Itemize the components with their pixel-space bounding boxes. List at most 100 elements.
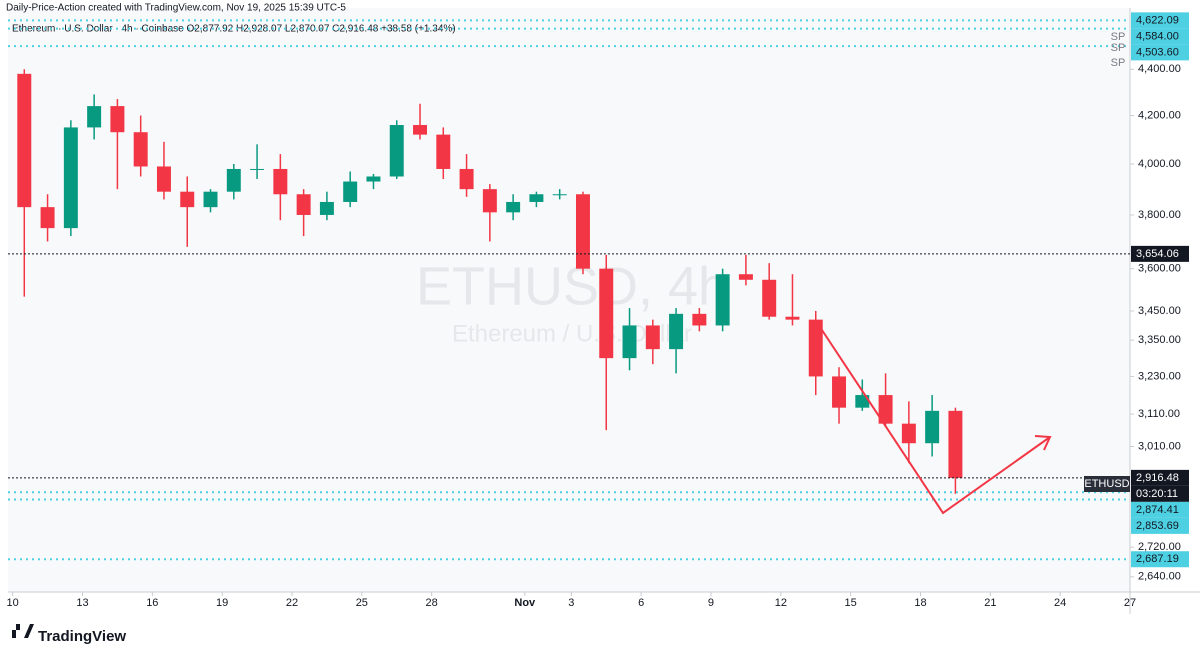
symbol-label: ETHUSD <box>1084 478 1129 490</box>
candle-body <box>17 73 32 208</box>
brand-logo <box>10 624 34 638</box>
level-label-box <box>1131 44 1189 61</box>
watermark: ETHUSD, 4h <box>416 256 728 316</box>
candle-body <box>692 313 707 326</box>
candle-body <box>925 410 940 444</box>
level-label-box <box>1131 517 1189 534</box>
x-tick-label: 9 <box>708 597 714 609</box>
candle-body <box>878 395 893 424</box>
candle-body <box>413 125 428 135</box>
y-tick-label: 3,600.00 <box>1138 263 1181 275</box>
level-label: 2,853.69 <box>1136 520 1179 532</box>
x-tick-label: 22 <box>286 597 298 609</box>
level-label: 2,916.48 <box>1136 472 1179 484</box>
candle-body <box>552 194 567 196</box>
level-label-box <box>1131 501 1189 518</box>
x-tick-label: 10 <box>7 597 19 609</box>
y-tick-label: 4,400.00 <box>1138 63 1181 75</box>
x-tick-label: 28 <box>426 597 438 609</box>
x-tick-label: 19 <box>216 597 228 609</box>
y-tick-label: 4,200.00 <box>1138 109 1181 121</box>
level-label-box <box>1131 469 1189 486</box>
candle-body <box>575 194 590 269</box>
candle-body <box>622 325 637 359</box>
x-tick-label: 16 <box>146 597 158 609</box>
x-tick-label: 6 <box>638 597 644 609</box>
level-label-box <box>1131 245 1189 262</box>
candle-body <box>133 132 148 167</box>
x-tick-label: 27 <box>1124 597 1136 609</box>
brand: TradingView <box>38 628 126 645</box>
level-label-box <box>1131 551 1189 568</box>
candle-body <box>855 395 870 408</box>
arrow-head <box>1034 435 1052 451</box>
symbol-tag <box>1084 476 1130 492</box>
y-tick-label: 3,350.00 <box>1138 334 1181 346</box>
plot-area <box>8 8 1130 592</box>
candle-body <box>715 274 730 326</box>
candle-body <box>63 127 78 229</box>
x-tick-label: 13 <box>76 597 88 609</box>
candle-body <box>296 194 311 215</box>
candle-body <box>110 106 125 133</box>
sp-marker: SP <box>1111 31 1126 43</box>
level-label: 4,584.00 <box>1136 30 1179 42</box>
y-tick-label: 3,450.00 <box>1138 305 1181 317</box>
y-tick-label: 3,800.00 <box>1138 209 1181 221</box>
legend-text: Ethereum · U.S. Dollar · 4h · Coinbase O… <box>12 24 456 35</box>
level-label: 3,654.06 <box>1136 248 1179 260</box>
x-tick-label: 12 <box>775 597 787 609</box>
y-tick-label: 3,110.00 <box>1138 408 1180 420</box>
x-tick-label: Nov <box>514 597 536 609</box>
candle-body <box>389 125 404 177</box>
y-tick-label: 3,230.00 <box>1138 370 1181 382</box>
x-tick-label: 15 <box>845 597 857 609</box>
y-tick-label: 2,720.00 <box>1138 541 1181 553</box>
candle-body <box>738 274 753 280</box>
candle-body <box>599 268 614 359</box>
header: Daily-Price-Action created with TradingV… <box>6 3 346 14</box>
candle-body <box>785 316 800 320</box>
candle-body <box>762 279 777 317</box>
candle-body <box>40 207 55 229</box>
candle-body <box>319 201 334 215</box>
y-tick-label: 3,010.00 <box>1138 440 1181 452</box>
layer: 4,400.00 4,200.00 4,000.00 3,800.00 3,600.00… <box>7 12 1189 609</box>
candle-body <box>156 166 171 192</box>
level-label: 4,622.09 <box>1136 14 1179 26</box>
candle-body <box>226 168 241 192</box>
x-tick-label: 21 <box>984 597 996 609</box>
candle-body <box>948 410 963 478</box>
candle-body <box>832 376 847 408</box>
candle-body <box>273 168 288 195</box>
candle-body <box>645 325 660 350</box>
candle-body <box>366 176 381 182</box>
candle-body <box>459 168 474 190</box>
y-tick-label: 4,000.00 <box>1138 158 1181 170</box>
countdown: 03:20:11 <box>1136 488 1178 500</box>
x-tick-label: 25 <box>356 597 368 609</box>
candle-body <box>808 319 823 377</box>
x-tick-label: 3 <box>568 597 574 609</box>
candle-body <box>669 313 684 350</box>
candle-body <box>343 181 358 202</box>
candle-body <box>180 191 195 208</box>
x-tick-label: 18 <box>914 597 926 609</box>
y-tick-label: 2,640.00 <box>1138 571 1181 583</box>
candle-body <box>87 106 102 128</box>
sp-marker: SP <box>1111 42 1126 54</box>
level-label-box <box>1131 28 1189 45</box>
candle-body <box>901 423 916 444</box>
level-label: 2,687.19 <box>1136 553 1179 565</box>
sp-marker: SP <box>1111 57 1126 69</box>
candle-body <box>436 134 451 169</box>
candle-body <box>482 189 497 213</box>
candle-body <box>506 201 521 213</box>
candle-body <box>529 194 544 202</box>
level-label: 2,874.41 <box>1136 504 1179 516</box>
x-tick-label: 24 <box>1054 597 1066 609</box>
level-label: 4,503.60 <box>1136 46 1179 58</box>
drawn-arrow <box>815 320 1051 515</box>
candle-body <box>203 191 218 208</box>
candle-body <box>250 168 265 170</box>
